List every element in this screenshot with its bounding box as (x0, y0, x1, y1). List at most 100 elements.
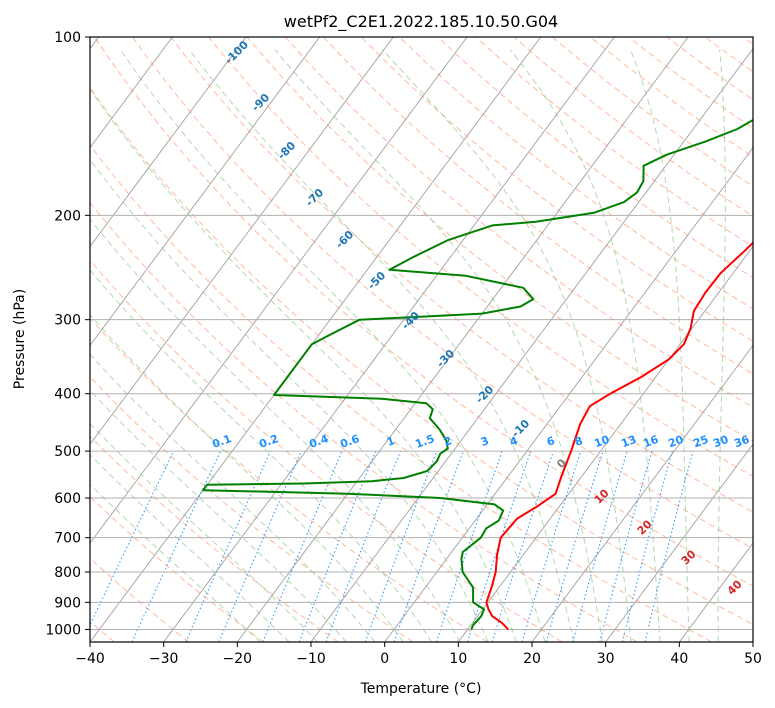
profile-lines (202, 118, 753, 631)
mixing-ratio-label: 1 (385, 434, 397, 449)
dry-adiabat-line (208, 37, 753, 477)
moist-adiabat-line (90, 313, 404, 642)
x-tick-label: 10 (449, 651, 467, 667)
mixing-ratio-label: 1.5 (413, 432, 436, 451)
mixing-ratio-label: 10 (592, 433, 611, 451)
isotherm-line (384, 146, 753, 642)
mixing-ratio-line (545, 450, 604, 642)
mixing-ratio-label: 4 (508, 434, 520, 449)
dry-adiabat-line (361, 37, 753, 342)
x-tick-label: −40 (75, 651, 105, 667)
dry-adiabat-line (170, 37, 753, 513)
x-tick-label: 50 (744, 651, 762, 667)
moist-adiabat-line (90, 483, 261, 642)
dry-adiabat-line (93, 37, 753, 587)
dry-adiabat-line (132, 37, 753, 550)
mixing-ratio-line (621, 450, 673, 642)
mixing-ratio-label: 6 (545, 434, 557, 449)
isotherm-line (90, 37, 173, 149)
isotherm-line (90, 37, 321, 347)
dry-adiabat-line (90, 201, 638, 642)
mixing-ratio-label: 8 (573, 434, 585, 449)
moist-adiabat-line (90, 454, 290, 642)
x-tick-label: 30 (597, 651, 615, 667)
y-tick-label: 400 (54, 387, 81, 403)
mixing-ratio-line (262, 450, 343, 642)
temperature-profile-line (485, 241, 753, 631)
background-lines (90, 37, 753, 642)
mixing-ratio-label: 30 (711, 433, 730, 451)
mixing-ratio-label: 13 (619, 433, 638, 450)
y-tick-label: 600 (54, 491, 81, 507)
moist-adiabat-line (90, 218, 461, 642)
dry-adiabat-line (90, 259, 563, 642)
moist-adiabat-line (90, 88, 517, 642)
mixing-ratio-label: 25 (691, 433, 710, 450)
y-tick-label: 900 (54, 595, 81, 611)
dry-adiabat-line (399, 37, 753, 310)
moist-adiabat-line (274, 49, 603, 642)
y-tick-label: 1000 (45, 622, 81, 638)
moist-adiabat-line (381, 49, 632, 642)
moist-adiabat-line (90, 422, 319, 642)
x-tick-label: 0 (380, 651, 389, 667)
mixing-ratio-line (521, 450, 582, 642)
moist-adiabat-line (717, 49, 726, 642)
y-tick-label: 500 (54, 444, 81, 460)
moist-adiabat-line (119, 49, 546, 642)
x-axis-title: Temperature (°C) (360, 681, 482, 697)
x-tick-label: 40 (670, 651, 688, 667)
y-axis: 100 200 300 400 500 600 700 800 900 1000 (45, 30, 90, 638)
moist-adiabat-line (90, 389, 347, 642)
isotherm-line (310, 47, 753, 642)
dewpoint-profile-line (202, 118, 753, 630)
isotherm-line (236, 37, 689, 642)
isotherm-line (90, 37, 247, 248)
y-tick-label: 300 (54, 313, 81, 329)
x-tick-label: −20 (223, 651, 253, 667)
mixing-ratio-line (491, 450, 555, 642)
mixing-ratio-line (435, 450, 503, 642)
mixing-ratio-label: 20 (666, 433, 685, 451)
isotherm-line (90, 37, 542, 642)
mixing-ratio-line (325, 450, 402, 642)
chart-title: wetPf2_C2E1.2022.185.10.50.G04 (284, 12, 558, 32)
moist-adiabat-line (188, 49, 575, 642)
mixing-ratio-label: 3 (479, 434, 491, 449)
mixing-ratio-line (572, 450, 628, 642)
isotherm-line (531, 344, 753, 642)
plot-frame (89, 36, 754, 643)
mixing-ratio-label: 16 (641, 433, 660, 451)
moist-adiabat-line (90, 159, 489, 642)
x-axis: −40 −30 −20 −10 0 10 20 30 40 50 (75, 642, 762, 667)
y-tick-label: 700 (54, 531, 81, 547)
x-tick-label: −30 (149, 651, 179, 667)
mixing-ratio-line (466, 450, 532, 642)
y-axis-title: Pressure (hPa) (12, 289, 28, 389)
x-tick-label: 20 (523, 651, 541, 667)
mixing-ratio-label: 2 (442, 434, 454, 449)
dry-adiabat-line (90, 144, 712, 642)
mixing-ratio-label: 0.2 (257, 432, 280, 451)
mixing-ratio-line (393, 450, 464, 642)
x-tick-label: −10 (296, 651, 326, 667)
moist-adiabat-line (90, 269, 432, 642)
dry-adiabat-line (90, 86, 753, 626)
isotherm-line (90, 37, 468, 544)
mixing-ratio-line (218, 450, 302, 642)
isotherm-line (457, 245, 753, 642)
y-tick-label: 100 (54, 30, 81, 46)
pressure-gridlines (90, 37, 753, 630)
moist-adiabat-line (509, 49, 661, 642)
mixing-ratio-label: 0.6 (338, 432, 361, 451)
mixing-ratio-line (599, 450, 653, 642)
y-tick-label: 800 (54, 565, 81, 581)
dry-adiabat-line (90, 376, 414, 642)
mixing-ratio-label: 36 (732, 433, 751, 451)
mixing-ratio-line (185, 450, 272, 642)
moist-adiabat-line (90, 353, 376, 642)
mixing-ratio-label: 0.4 (307, 432, 330, 451)
mixing-ratio-label: 0.1 (210, 432, 233, 451)
isotherm-line (605, 443, 753, 642)
